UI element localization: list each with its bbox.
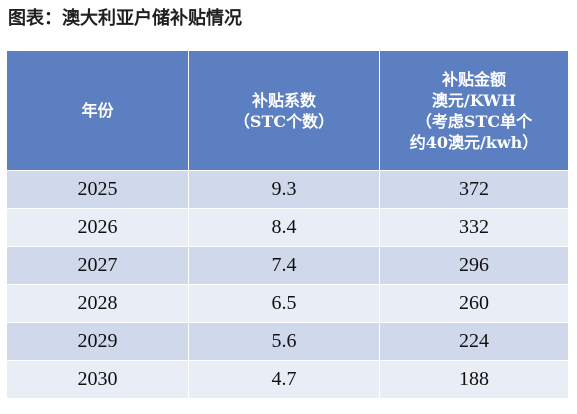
year-cell: 2025 <box>6 170 189 209</box>
header-amount-line: 澳元/KWH <box>431 90 517 110</box>
year-cell: 2026 <box>6 208 189 247</box>
year-cell: 2030 <box>6 360 189 398</box>
amount-cell: 332 <box>379 208 569 247</box>
header-coefficient: 补贴系数 （STC个数） <box>188 51 380 171</box>
header-year: 年份 <box>6 51 189 171</box>
year-cell: 2027 <box>6 246 189 285</box>
amount-cell: 260 <box>379 284 569 323</box>
amount-cell: 296 <box>379 246 569 285</box>
amount-cell: 188 <box>379 360 569 398</box>
table-row: 2027 7.4 296 <box>6 246 569 285</box>
year-cell: 2029 <box>6 322 189 361</box>
amount-cell: 224 <box>379 322 569 361</box>
coefficient-cell: 8.4 <box>188 208 380 247</box>
amount-cell: 372 <box>379 170 569 209</box>
table-row: 2025 9.3 372 <box>6 170 569 209</box>
coefficient-cell: 6.5 <box>188 284 380 323</box>
header-amount-line: （考虑STC单个 <box>415 111 533 131</box>
table-row: 2028 6.5 260 <box>6 284 569 323</box>
year-cell: 2028 <box>6 284 189 323</box>
subsidy-table: 年份 补贴系数 （STC个数） 补贴金额 澳元/KWH （考虑STC单个 约40… <box>6 51 569 398</box>
chart-title: 图表：澳大利亚户储补贴情况 <box>8 8 242 29</box>
table-row: 2029 5.6 224 <box>6 322 569 361</box>
coefficient-cell: 5.6 <box>188 322 380 361</box>
table-header-row: 年份 补贴系数 （STC个数） 补贴金额 澳元/KWH （考虑STC单个 约40… <box>6 51 569 171</box>
header-year-line: 年份 <box>81 101 114 120</box>
coefficient-cell: 9.3 <box>188 170 380 209</box>
table-row: 2026 8.4 332 <box>6 208 569 247</box>
header-amount-line: 约40澳元/kwh） <box>409 132 539 152</box>
coefficient-cell: 7.4 <box>188 246 380 285</box>
header-amount: 补贴金额 澳元/KWH （考虑STC单个 约40澳元/kwh） <box>379 51 569 171</box>
table-row: 2030 4.7 188 <box>6 360 569 398</box>
coefficient-cell: 4.7 <box>188 360 380 398</box>
header-amount-line: 补贴金额 <box>441 69 506 89</box>
header-coefficient-line: （STC个数） <box>233 111 335 131</box>
header-coefficient-line: 补贴系数 <box>251 90 316 110</box>
